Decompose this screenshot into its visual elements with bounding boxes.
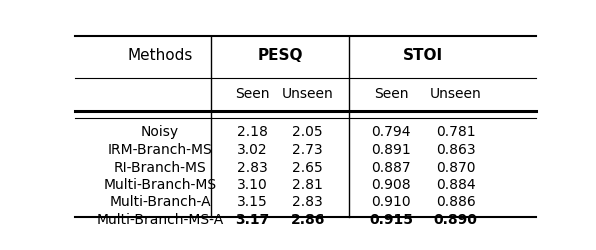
Text: 0.863: 0.863 [436,143,476,157]
Text: Unseen: Unseen [430,88,482,102]
Text: Seen: Seen [374,88,408,102]
Text: 3.10: 3.10 [237,178,268,192]
Text: Multi-Branch-MS: Multi-Branch-MS [103,178,216,192]
Text: 0.781: 0.781 [436,125,476,139]
Text: Multi-Branch-MS-A: Multi-Branch-MS-A [97,212,224,226]
Text: 0.908: 0.908 [371,178,411,192]
Text: 0.890: 0.890 [434,212,477,226]
Text: RI-Branch-MS: RI-Branch-MS [114,161,206,175]
Text: 0.891: 0.891 [371,143,411,157]
Text: 2.86: 2.86 [291,212,325,226]
Text: 3.17: 3.17 [235,212,269,226]
Text: 2.81: 2.81 [292,178,323,192]
Text: 0.915: 0.915 [369,212,413,226]
Text: 2.73: 2.73 [293,143,323,157]
Text: Methods: Methods [128,48,193,64]
Text: Multi-Branch-A: Multi-Branch-A [109,195,211,209]
Text: 2.05: 2.05 [293,125,323,139]
Text: 0.886: 0.886 [436,195,476,209]
Text: STOI: STOI [403,48,443,64]
Text: 2.83: 2.83 [237,161,268,175]
Text: 2.83: 2.83 [293,195,323,209]
Text: IRM-Branch-MS: IRM-Branch-MS [107,143,212,157]
Text: 3.02: 3.02 [237,143,268,157]
Text: 2.18: 2.18 [237,125,268,139]
Text: 0.910: 0.910 [371,195,411,209]
Text: 0.887: 0.887 [371,161,411,175]
Text: 3.15: 3.15 [237,195,268,209]
Text: Seen: Seen [235,88,269,102]
Text: 0.870: 0.870 [436,161,476,175]
Text: Noisy: Noisy [141,125,179,139]
Text: 0.794: 0.794 [371,125,411,139]
Text: 0.884: 0.884 [436,178,476,192]
Text: 2.65: 2.65 [293,161,323,175]
Text: Unseen: Unseen [282,88,334,102]
Text: PESQ: PESQ [257,48,303,64]
